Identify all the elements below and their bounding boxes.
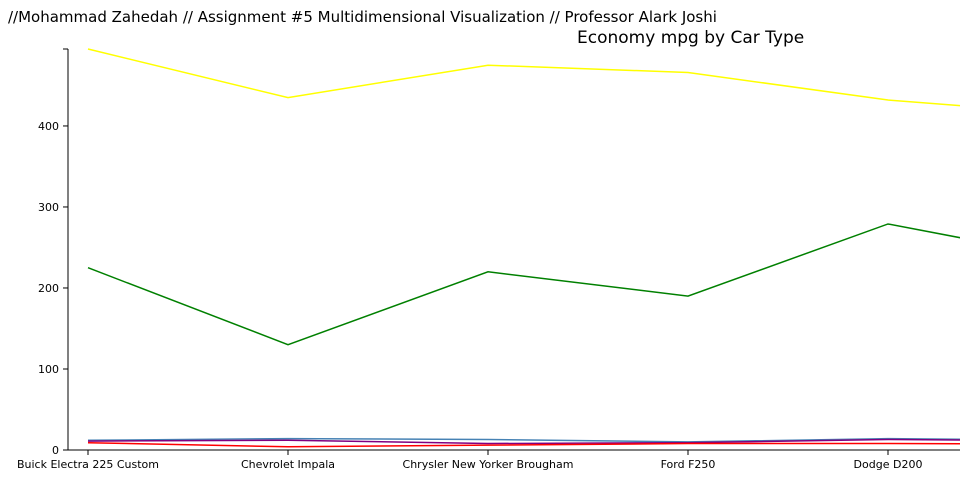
y-tick-label: 0 bbox=[52, 444, 59, 457]
y-tick-label: 200 bbox=[38, 282, 59, 295]
series-line-3 bbox=[87, 438, 960, 445]
y-tick-label: 400 bbox=[38, 120, 59, 133]
axes: 0 100 200 300 400 Buick Electra 225 Custom Che… bbox=[17, 48, 960, 471]
x-tick-label: Dodge D200 bbox=[854, 458, 923, 471]
x-tick-label: Chrysler New Yorker Brougham bbox=[403, 458, 574, 471]
x-tick-label: Buick Electra 225 Custom bbox=[17, 458, 159, 471]
series-line-0 bbox=[87, 48, 960, 107]
x-tick-label: Ford F250 bbox=[661, 458, 716, 471]
series-line-2 bbox=[87, 437, 960, 443]
y-tick-label: 300 bbox=[38, 201, 59, 214]
chart-title: Economy mpg by Car Type bbox=[577, 28, 805, 48]
series-line-1 bbox=[87, 223, 960, 346]
series-lines bbox=[87, 48, 960, 448]
x-tick-label: Chevrolet Impala bbox=[241, 458, 335, 471]
y-tick-label: 100 bbox=[38, 363, 59, 376]
assignment-header: //Mohammad Zahedah // Assignment #5 Mult… bbox=[8, 8, 717, 26]
series-line-4 bbox=[87, 441, 960, 448]
